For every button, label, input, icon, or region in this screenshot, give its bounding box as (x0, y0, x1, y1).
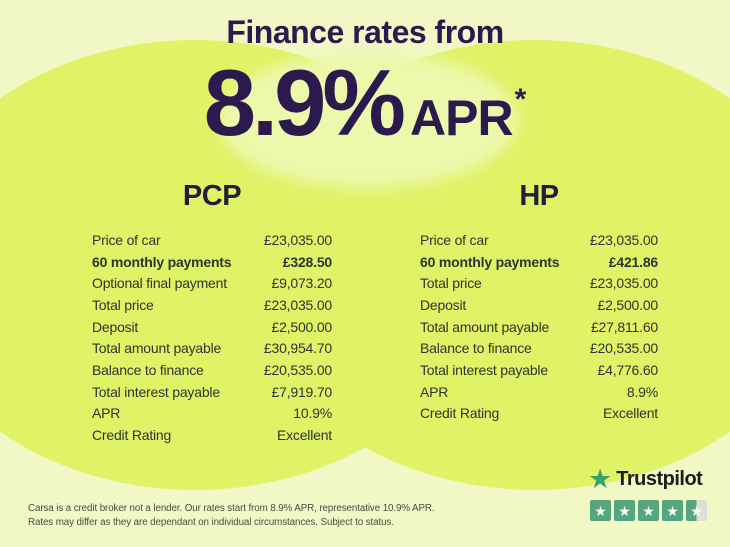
row-label: Optional final payment (92, 275, 227, 292)
row-label: APR (92, 405, 121, 422)
row-label: Balance to finance (420, 340, 532, 357)
hp-heading: HP (519, 180, 559, 212)
star-glyph: ★ (642, 502, 655, 519)
row-label: Total interest payable (92, 383, 220, 400)
banner-title: Finance rates from (226, 14, 504, 50)
star-glyph: ★ (594, 502, 607, 519)
disclaimer-line-1: Carsa is a credit broker not a lender. O… (28, 503, 435, 514)
row-label: Balance to finance (92, 361, 204, 378)
table-row: Credit Rating Excellent (92, 424, 332, 446)
row-label: Total amount payable (420, 318, 550, 335)
row-label: Total price (92, 296, 154, 313)
row-value: £7,919.70 (271, 383, 333, 400)
table-row: 60 monthly payments £421.86 (420, 251, 658, 273)
table-row: Deposit £2,500.00 (92, 316, 332, 338)
table-row: APR 10.9% (92, 403, 332, 425)
trustpilot-badge: ★ Trustpilot ★ ★ ★ ★ ★ (588, 466, 718, 521)
table-row: Total price £23,035.00 (420, 272, 658, 294)
row-value: 10.9% (293, 405, 332, 422)
table-row: APR 8.9% (420, 381, 658, 403)
row-label: Total price (420, 275, 482, 292)
table-row: Total interest payable £4,776.60 (420, 359, 658, 381)
star-glyph: ★ (618, 502, 631, 519)
row-value: £4,776.60 (597, 361, 659, 378)
row-value: £2,500.00 (271, 318, 333, 335)
row-value: Excellent (276, 427, 332, 444)
row-value: £2,500.00 (597, 296, 659, 313)
row-value: £30,954.70 (263, 340, 332, 357)
trustpilot-brand-text: Trustpilot (616, 468, 703, 490)
star-glyph: ★ (666, 502, 679, 519)
row-value: £20,535.00 (589, 340, 658, 357)
legal-disclaimer: Carsa is a credit broker not a lender. O… (28, 502, 448, 529)
row-value: £23,035.00 (263, 231, 332, 248)
table-row: Optional final payment £9,073.20 (92, 272, 332, 294)
table-row: Balance to finance £20,535.00 (92, 359, 332, 381)
rate-value: 8.9% (203, 50, 406, 155)
rating-star-icon: ★ (638, 500, 659, 521)
table-row: Total price £23,035.00 (92, 294, 332, 316)
row-value: Excellent (602, 405, 658, 422)
background-dome-highlight (218, 52, 518, 188)
row-label: Total interest payable (420, 361, 548, 378)
row-label: 60 monthly payments (420, 253, 560, 270)
trustpilot-logo: ★ Trustpilot (588, 466, 718, 493)
row-value: £23,035.00 (589, 231, 658, 248)
table-row: Total amount payable £27,811.60 (420, 316, 658, 338)
headline-rate: 8.9% APR * (0, 56, 730, 150)
row-value: £23,035.00 (589, 275, 658, 292)
row-value: £9,073.20 (271, 275, 333, 292)
row-label: Deposit (92, 318, 139, 335)
row-label: Credit Rating (92, 427, 172, 444)
rating-half-star-icon: ★ (686, 500, 707, 521)
row-label: 60 monthly payments (92, 253, 232, 270)
table-row: Total amount payable £30,954.70 (92, 337, 332, 359)
pcp-table: PCP Price of car £23,035.00 60 monthly p… (92, 180, 332, 446)
pcp-rows: Price of car £23,035.00 60 monthly payme… (92, 229, 332, 446)
table-row: 60 monthly payments £328.50 (92, 251, 332, 273)
row-value: £27,811.60 (590, 318, 658, 335)
pcp-heading: PCP (182, 180, 242, 212)
table-row: Price of car £23,035.00 (420, 229, 658, 251)
rate-suffix: APR (410, 90, 514, 146)
hp-rows: Price of car £23,035.00 60 monthly payme… (420, 229, 658, 424)
row-label: Credit Rating (420, 405, 500, 422)
row-label: APR (420, 383, 449, 400)
table-row: Price of car £23,035.00 (92, 229, 332, 251)
rate-asterisk: * (514, 83, 527, 116)
hp-table: HP Price of car £23,035.00 60 monthly pa… (420, 180, 658, 424)
rating-star-icon: ★ (590, 500, 611, 521)
trustpilot-star-icon: ★ (588, 464, 613, 494)
row-value: 8.9% (626, 383, 658, 400)
disclaimer-line-2: Rates may differ as they are dependant o… (28, 516, 394, 528)
row-label: Price of car (92, 231, 161, 248)
row-label: Deposit (420, 296, 467, 313)
table-row: Credit Rating Excellent (420, 403, 658, 425)
row-label: Price of car (420, 231, 489, 248)
rating-star-icon: ★ (614, 500, 635, 521)
rating-star-icon: ★ (662, 500, 683, 521)
table-row: Balance to finance £20,535.00 (420, 337, 658, 359)
row-value: £421.86 (608, 253, 658, 270)
table-row: Total interest payable £7,919.70 (92, 381, 332, 403)
row-value: £328.50 (282, 253, 332, 270)
star-glyph: ★ (690, 502, 703, 519)
table-row: Deposit £2,500.00 (420, 294, 658, 316)
row-label: Total amount payable (92, 340, 222, 357)
row-value: £20,535.00 (263, 361, 332, 378)
trustpilot-rating-stars: ★ ★ ★ ★ ★ (590, 500, 718, 521)
row-value: £23,035.00 (263, 296, 332, 313)
